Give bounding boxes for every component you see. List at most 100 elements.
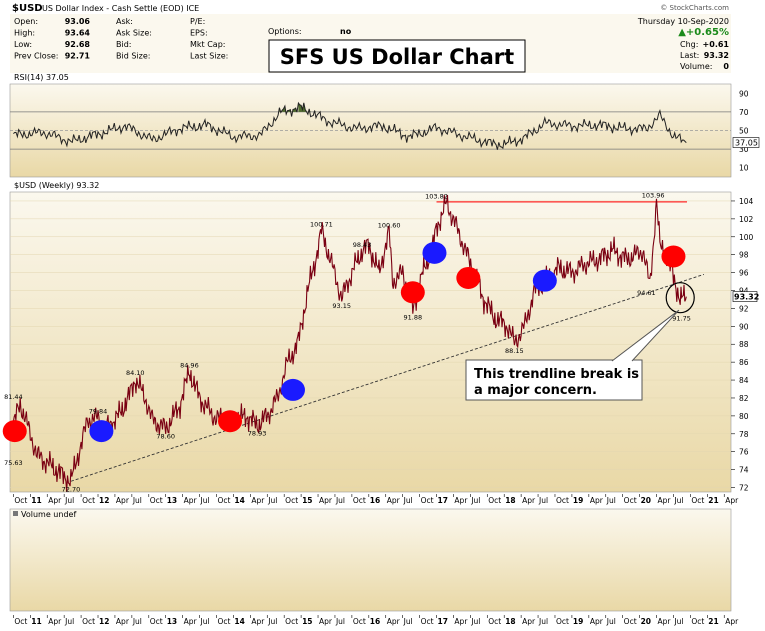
stat-left-label-2: Low: bbox=[14, 40, 32, 49]
price-x-tick-19: Jul bbox=[335, 496, 345, 505]
annotation-line-2: a major concern. bbox=[474, 383, 597, 398]
price-x-tick-29: 18 bbox=[505, 496, 515, 505]
price-label-16: 94.61 bbox=[637, 289, 656, 297]
volume-x-tick-32: Oct bbox=[556, 617, 569, 626]
volume-x-tick-16: Oct bbox=[285, 617, 298, 626]
rsi-tick-50: 50 bbox=[739, 127, 749, 136]
rsi-line bbox=[13, 101, 687, 150]
stat-left-label-0: Open: bbox=[14, 17, 38, 26]
price-tick-80: 80 bbox=[739, 412, 749, 421]
price-label-1: 75.63 bbox=[4, 459, 23, 467]
stats-ask-bid: Ask: Ask Size: Bid: Bid Size: bbox=[116, 17, 152, 61]
volume-x-tick-26: Apr bbox=[454, 617, 468, 626]
price-tick-94: 94 bbox=[739, 287, 749, 296]
price-x-tick-14: Apr bbox=[251, 496, 265, 505]
price-x-tick-38: Apr bbox=[658, 496, 672, 505]
rsi-label: RSI(14) 37.05 bbox=[14, 73, 69, 82]
stat-right-label-0: Chg: bbox=[680, 40, 698, 49]
price-tick-102: 102 bbox=[739, 215, 754, 224]
price-tick-72: 72 bbox=[739, 484, 749, 493]
volume-x-tick-3: Jul bbox=[64, 617, 74, 626]
volume-x-tick-19: Jul bbox=[335, 617, 345, 626]
price-label-6: 84.96 bbox=[180, 361, 199, 369]
price-label-8: 100.71 bbox=[310, 220, 333, 228]
price-label-14: 88.15 bbox=[505, 347, 524, 355]
stat-left-label-1: High: bbox=[14, 29, 35, 38]
stat-ask-bid-label-1: Ask Size: bbox=[116, 29, 152, 38]
overlay-title: SFS US Dollar Chart bbox=[280, 45, 514, 69]
volume-x-tick-9: 13 bbox=[167, 617, 177, 626]
rsi-current-text: 37.05 bbox=[735, 139, 758, 148]
watermark: © StockCharts.com bbox=[660, 4, 729, 12]
price-label-10: 98.43 bbox=[353, 241, 372, 249]
volume-x-tick-37: 20 bbox=[641, 617, 651, 626]
price-current-value: 93.32 bbox=[732, 291, 759, 302]
volume-x-tick-13: 14 bbox=[234, 617, 244, 626]
price-tick-100: 100 bbox=[739, 233, 754, 242]
price-x-tick-1: 11 bbox=[31, 496, 41, 505]
price-current-box bbox=[732, 291, 758, 302]
volume-x-tick-36: Oct bbox=[624, 617, 637, 626]
price-x-tick-26: Apr bbox=[454, 496, 468, 505]
price-x-tick-17: 15 bbox=[302, 496, 312, 505]
price-label-12: 91.88 bbox=[404, 313, 423, 321]
price-x-tick-24: Oct bbox=[421, 496, 434, 505]
blue-marker-7 bbox=[532, 269, 557, 292]
stat-right-value-1: 93.32 bbox=[704, 51, 729, 60]
trendline bbox=[70, 273, 705, 482]
volume-x-tick-0: Oct bbox=[14, 617, 27, 626]
volume-x-tick-1: 11 bbox=[31, 617, 41, 626]
volume-x-tick-5: 12 bbox=[99, 617, 109, 626]
volume-x-tick-31: Jul bbox=[538, 617, 548, 626]
volume-x-tick-21: 16 bbox=[370, 617, 380, 626]
volume-x-tick-10: Apr bbox=[184, 617, 198, 626]
volume-x-tick-8: Oct bbox=[150, 617, 163, 626]
price-tick-98: 98 bbox=[739, 251, 749, 260]
rsi-tick-70: 70 bbox=[739, 108, 749, 117]
price-x-tick-40: Oct bbox=[691, 496, 704, 505]
symbol-description: US Dollar Index - Cash Settle (EOD) ICE bbox=[42, 4, 199, 13]
stats-right: Chg: +0.61 Last: 93.32 Volume: 0 bbox=[680, 40, 729, 71]
price-label-9: 93.15 bbox=[332, 302, 351, 310]
price-label-17: 91.75 bbox=[672, 315, 691, 323]
price-current-text: 93.32 bbox=[734, 293, 759, 302]
price-tick-84: 84 bbox=[739, 376, 749, 385]
price-x-tick-28: Oct bbox=[488, 496, 501, 505]
quote-date: Thursday 10-Sep-2020 bbox=[637, 17, 729, 26]
price-x-axis: Oct 11 Apr Jul Oct 12 Apr Jul Oct 13 Apr Jul Oct 14 Ap… bbox=[13, 494, 739, 505]
stat-fund-label-0: P/E: bbox=[190, 17, 205, 26]
price-x-tick-13: 14 bbox=[234, 496, 244, 505]
price-tick-88: 88 bbox=[739, 340, 749, 349]
price-x-tick-22: Apr bbox=[387, 496, 401, 505]
overlay-title-box bbox=[268, 39, 526, 73]
price-tick-96: 96 bbox=[739, 269, 749, 278]
stats-left: Open: 93.06 High: 93.64 Low: 92.68 Prev Close:… bbox=[14, 17, 90, 61]
volume-x-tick-20: Oct bbox=[353, 617, 366, 626]
stat-ask-bid-label-2: Bid: bbox=[116, 40, 131, 49]
volume-x-tick-24: Oct bbox=[421, 617, 434, 626]
price-x-tick-42: Apr bbox=[725, 496, 739, 505]
price-tick-78: 78 bbox=[739, 430, 749, 439]
price-x-tick-37: 20 bbox=[641, 496, 651, 505]
volume-x-tick-27: Jul bbox=[470, 617, 480, 626]
volume-x-tick-25: 17 bbox=[438, 617, 448, 626]
volume-x-tick-41: 21 bbox=[708, 617, 718, 626]
volume-x-tick-40: Oct bbox=[691, 617, 704, 626]
price-tick-76: 76 bbox=[739, 448, 749, 457]
price-x-tick-5: 12 bbox=[99, 496, 109, 505]
stat-fund-label-1: EPS: bbox=[190, 29, 208, 38]
price-x-tick-27: Jul bbox=[470, 496, 480, 505]
price-x-tick-18: Apr bbox=[319, 496, 333, 505]
volume-panel: Volume undef bbox=[9, 508, 732, 612]
trendline-break-circle bbox=[665, 282, 695, 314]
options-label: Options: bbox=[268, 27, 302, 36]
volume-x-tick-15: Jul bbox=[267, 617, 277, 626]
rsi-current-value: 37.05 bbox=[732, 137, 760, 148]
stat-right-value-0: +0.61 bbox=[703, 40, 730, 49]
blue-marker-1 bbox=[89, 420, 114, 443]
rsi-panel: RSI(14) 37.05 10 30 50 70 90 37.05 bbox=[9, 73, 760, 178]
volume-x-tick-34: Apr bbox=[590, 617, 604, 626]
volume-x-tick-29: 18 bbox=[505, 617, 515, 626]
symbol: $USD bbox=[12, 3, 43, 14]
price-y-axis: 72 74 76 78 80 82 84 86 88 90 92 94 96 98 100 102 104 bbox=[731, 197, 754, 493]
